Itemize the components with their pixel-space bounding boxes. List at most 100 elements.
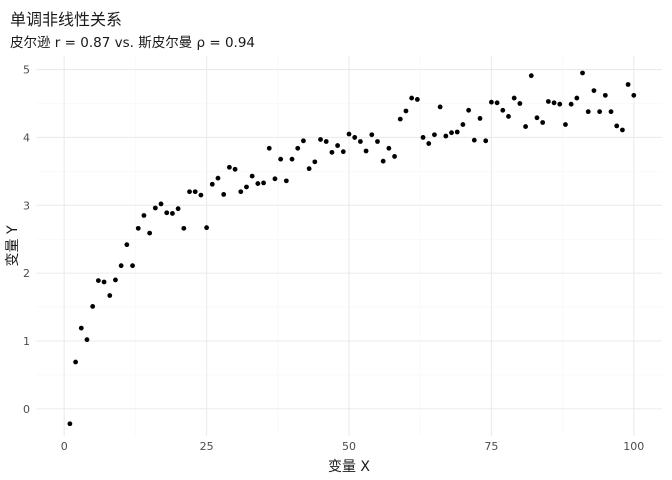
x-tick-label: 0 [61,440,68,453]
data-point [261,180,266,186]
data-point [357,139,363,144]
data-point [363,148,369,154]
x-tick-label: 75 [484,440,498,453]
data-point [631,92,637,98]
data-point [278,156,284,162]
data-point [255,181,261,186]
data-point [164,210,170,216]
x-axis-label: 变量 X [328,459,370,475]
data-point [625,82,631,87]
data-point [614,123,620,129]
data-point [568,101,574,107]
data-point [187,189,192,195]
data-point [283,178,289,184]
x-tick-label: 25 [200,440,214,453]
data-point [141,213,147,218]
data-point [272,176,278,182]
data-point [238,189,244,195]
x-axis-tick-labels: 0 25 50 75 100 [61,440,645,453]
data-point [301,138,306,144]
data-point [437,104,443,110]
data-point [523,124,528,129]
data-point [295,145,301,151]
y-tick-label: 4 [23,131,30,144]
data-point [329,149,335,155]
data-point [352,135,358,140]
data-point [158,201,164,207]
data-point [426,141,432,146]
data-point [84,337,90,343]
data-point [477,116,483,121]
data-point [545,99,551,104]
data-point [244,184,249,190]
data-point [511,95,517,101]
data-point [130,263,135,269]
data-point [563,122,568,127]
data-point [375,139,380,144]
data-point [232,166,238,172]
data-point [340,149,346,155]
data-point [147,230,153,236]
data-point [226,164,232,170]
data-point [471,137,477,143]
data-point [432,132,437,138]
data-point [386,145,392,151]
data-point [517,101,523,106]
data-point [483,138,489,144]
data-point [414,97,420,102]
y-tick-label: 3 [23,199,30,212]
data-point [289,156,295,162]
data-point [135,225,141,231]
y-axis-label: 变量 Y [5,225,21,266]
chart-subtitle: 皮尔逊 r = 0.87 vs. 斯皮尔曼 ρ = 0.94 [10,35,256,51]
data-point [534,115,540,121]
data-point [346,131,352,137]
data-point [580,70,585,76]
y-tick-label: 1 [23,335,30,348]
data-point [466,107,472,113]
data-point [454,129,460,135]
data-point [318,137,323,142]
data-point [323,139,329,144]
data-point [266,145,272,151]
data-point [101,279,107,285]
data-point [574,95,580,101]
data-point [192,189,198,195]
data-point [460,122,466,127]
chart-title: 单调非线性关系 [10,10,123,29]
data-point [78,325,84,331]
data-point [312,159,318,165]
data-point [380,158,386,164]
data-point [369,132,375,138]
data-point [221,192,227,197]
data-point [73,359,78,365]
data-point [306,166,312,172]
data-point [209,181,215,187]
x-tick-label: 50 [342,440,356,453]
data-point [608,109,614,115]
data-point [118,263,124,269]
data-point [420,135,426,140]
y-tick-label: 0 [23,403,30,416]
data-point [113,277,118,283]
y-axis-tick-labels: 0 1 2 3 4 5 [23,64,30,416]
data-point [152,205,158,211]
x-tick-label: 100 [623,440,644,453]
data-point [494,100,500,106]
data-point [506,113,511,119]
data-point [204,225,209,231]
major-gridlines [36,56,662,436]
data-point [403,108,409,114]
data-point [397,116,403,122]
data-point [551,100,557,106]
data-point [90,303,96,309]
data-point [249,173,255,179]
y-tick-label: 5 [23,64,30,77]
data-point [181,225,187,231]
data-point [602,92,608,98]
data-point [597,109,603,115]
data-point [124,242,130,248]
data-point [540,120,546,125]
data-point [170,211,175,216]
